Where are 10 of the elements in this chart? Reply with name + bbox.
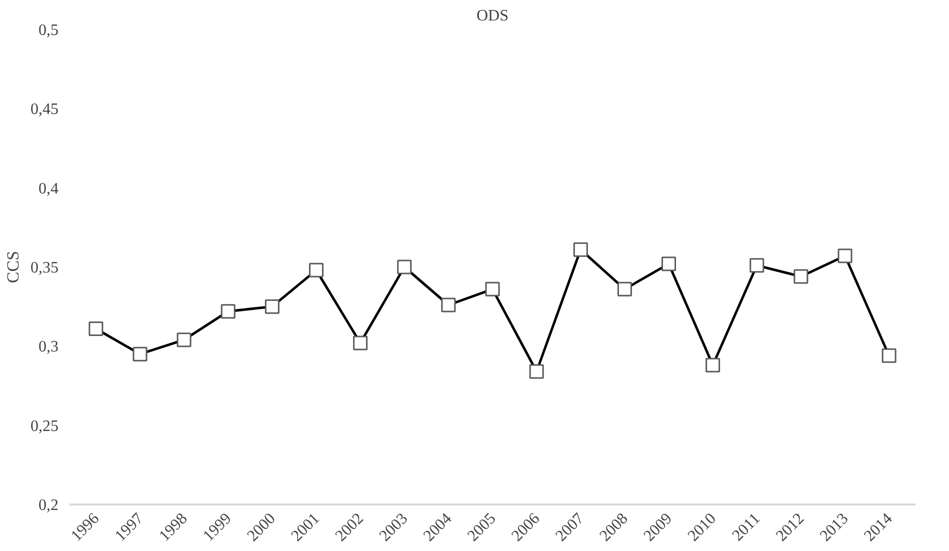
y-tick-label: 0,3 xyxy=(38,338,58,356)
x-tick-label: 2011 xyxy=(729,510,764,544)
y-tick-label: 0,25 xyxy=(30,418,58,435)
y-tick-label: 0,35 xyxy=(30,260,58,276)
y-axis-title: CCS xyxy=(4,250,22,284)
y-tick-label: 0,4 xyxy=(38,180,58,198)
y-tick-label: 0,45 xyxy=(30,101,58,118)
y-tick-label: 0,2 xyxy=(38,497,58,514)
y-tick-label: 0,5 xyxy=(38,22,58,39)
chart-title: ODS xyxy=(476,8,509,24)
